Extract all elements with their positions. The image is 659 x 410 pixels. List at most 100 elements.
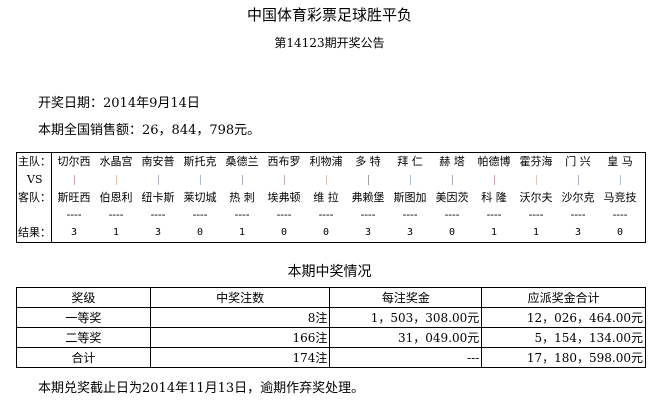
away-team: 美因茨 (435, 191, 469, 204)
dash-separator: ---- (150, 208, 166, 221)
away-team: 热 刺 (229, 191, 255, 204)
vs-bar (283, 175, 285, 185)
home-team: 多 特 (355, 155, 381, 168)
prize-level: 二等奖 (16, 327, 151, 348)
away-label: 客队： (18, 191, 51, 204)
footer-note: 本期兑奖截止日为2014年11月13日，逾期作弃奖处理。 (38, 381, 365, 396)
away-team: 斯旺西 (57, 191, 91, 204)
dash-separator: ---- (66, 208, 82, 221)
vs-bar (451, 175, 453, 185)
vs-divider (431, 171, 473, 189)
total-prize: 12，026，464.00元 (481, 307, 646, 328)
match-column: 多 特 弗赖堡 ---- 3 (347, 153, 389, 242)
match-result: 1 (112, 227, 120, 238)
vs-divider (221, 171, 263, 189)
match-result: 3 (574, 227, 582, 238)
vs-bar (619, 175, 621, 185)
winner-count: 174注 (149, 347, 331, 368)
home-team: 利物浦 (309, 155, 343, 168)
home-team: 皇 马 (607, 155, 633, 168)
home-team: 桑德兰 (225, 155, 259, 168)
vs-bar (325, 175, 327, 185)
vs-bar (577, 175, 579, 185)
match-result: 3 (364, 227, 372, 238)
home-label: 主队： (18, 155, 51, 168)
match-result: 0 (616, 227, 624, 238)
away-team: 马竞技 (603, 191, 637, 204)
dash-separator: ---- (570, 208, 586, 221)
vs-bar (535, 175, 537, 185)
away-team: 伯恩利 (99, 191, 133, 204)
total-prize: 5，154，134.00元 (481, 327, 646, 348)
header-total: 应派奖金合计 (481, 287, 646, 308)
vs-divider (473, 171, 515, 189)
match-column: 水晶宫 伯恩利 ---- 1 (95, 153, 137, 242)
away-team: 科 隆 (481, 191, 507, 204)
page-title: 中国体育彩票足球胜平负 (246, 6, 412, 24)
match-column: 西布罗 埃弗顿 ---- 0 (263, 153, 305, 242)
match-result: 1 (238, 227, 246, 238)
match-result: 1 (532, 227, 540, 238)
match-column: 赫 塔 美因茨 ---- 0 (431, 153, 473, 242)
prize-header-row: 奖级 中奖注数 每注奖金 应派奖金合计 (16, 287, 646, 308)
match-result: 0 (322, 227, 330, 238)
match-column: 桑德兰 热 刺 ---- 1 (221, 153, 263, 242)
dash-separator: ---- (108, 208, 124, 221)
draw-date: 开奖日期：2014年9月14日 (38, 96, 200, 111)
dash-separator: ---- (276, 208, 292, 221)
prize-heading: 本期中奖情况 (287, 264, 372, 280)
match-column: 霍芬海 沃尔夫 ---- 1 (515, 153, 557, 242)
home-team: 南安普 (141, 155, 175, 168)
match-table: 主队： VS 客队： 结果： 切尔西 斯旺西 ---- 3 水晶宫 伯恩利 ---… (16, 152, 646, 243)
prize-row: 一等奖 8注 1，503，308.00元 12，026，464.00元 (16, 307, 646, 328)
vs-divider (305, 171, 347, 189)
vs-divider (599, 171, 641, 189)
prize-row: 二等奖 166注 31，049.00元 5，154，134.00元 (16, 327, 646, 348)
match-result: 1 (490, 227, 498, 238)
header-level: 奖级 (16, 287, 151, 308)
vs-bar (199, 175, 201, 185)
winner-count: 8注 (149, 307, 331, 328)
match-column: 斯托克 莱切城 ---- 0 (179, 153, 221, 242)
vs-divider (137, 171, 179, 189)
issue-subtitle: 第14123期开奖公告 (274, 36, 385, 50)
away-team: 沃尔夫 (519, 191, 553, 204)
home-team: 西布罗 (267, 155, 301, 168)
prize-row: 合计 174注 --- 17，180，598.00元 (16, 347, 646, 368)
vs-bar (493, 175, 495, 185)
vs-bar (367, 175, 369, 185)
away-team: 斯图加 (393, 191, 427, 204)
match-result: 0 (196, 227, 204, 238)
result-label: 结果： (18, 226, 51, 239)
vs-bar (409, 175, 411, 185)
dash-separator: ---- (234, 208, 250, 221)
dash-separator: ---- (318, 208, 334, 221)
home-team: 拜 仁 (397, 155, 423, 168)
dash-separator: ---- (612, 208, 628, 221)
away-team: 埃弗顿 (267, 191, 301, 204)
away-team: 纽卡斯 (141, 191, 175, 204)
vs-divider (95, 171, 137, 189)
per-prize: --- (329, 347, 483, 368)
vs-divider (347, 171, 389, 189)
match-column: 皇 马 马竞技 ---- 0 (599, 153, 641, 242)
home-team: 斯托克 (183, 155, 217, 168)
match-result: 0 (280, 227, 288, 238)
match-column: 门 兴 沙尔克 ---- 3 (557, 153, 599, 242)
total-prize: 17，180，598.00元 (481, 347, 646, 368)
away-team: 维 拉 (313, 191, 339, 204)
header-per-prize: 每注奖金 (329, 287, 483, 308)
away-team: 弗赖堡 (351, 191, 385, 204)
home-team: 门 兴 (565, 155, 591, 168)
sales-amount: 本期全国销售额：26，844，798元。 (38, 123, 261, 138)
vs-bar (241, 175, 243, 185)
match-column: 帕德博 科 隆 ---- 1 (473, 153, 515, 242)
dash-separator: ---- (528, 208, 544, 221)
vs-bar (73, 175, 75, 185)
match-result: 3 (406, 227, 414, 238)
match-column: 利物浦 维 拉 ---- 0 (305, 153, 347, 242)
match-column: 切尔西 斯旺西 ---- 3 (53, 153, 95, 242)
home-team: 赫 塔 (439, 155, 465, 168)
match-result: 0 (448, 227, 456, 238)
match-result: 3 (154, 227, 162, 238)
